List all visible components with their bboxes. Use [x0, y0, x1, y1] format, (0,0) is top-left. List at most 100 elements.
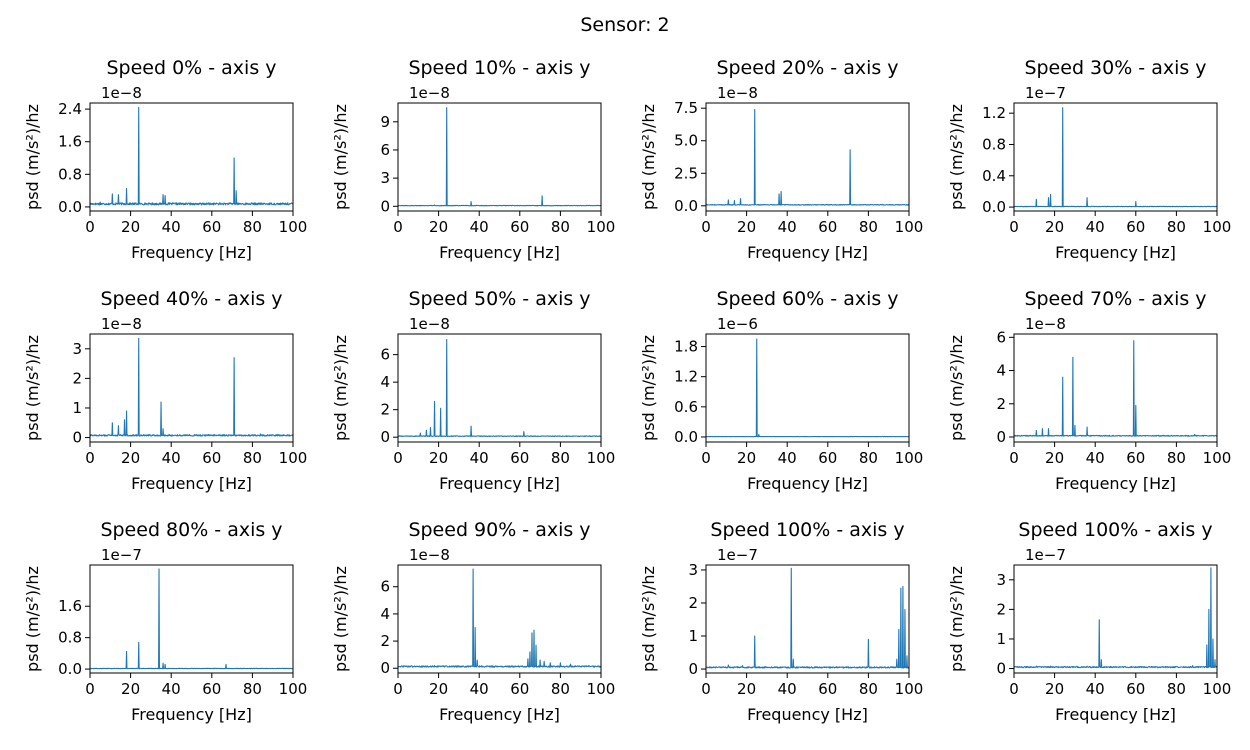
y-tick-label: 6 — [380, 346, 390, 364]
y-tick-label: 0 — [72, 429, 82, 447]
y-offset-text: 1e−8 — [409, 315, 450, 333]
y-tick-label: 4 — [996, 362, 1006, 380]
subplot-title: Speed 80% - axis y — [100, 519, 282, 541]
x-axis-label: Frequency [Hz] — [747, 243, 868, 262]
subplot-4: 0 20 40 60 80 100 0.0 0.4 0.8 1.2 Speed 30% - axis… — [947, 57, 1231, 262]
y-tick-label: 0.0 — [982, 198, 1006, 216]
axes-frame — [89, 564, 294, 674]
x-axis-label: Frequency [Hz] — [747, 474, 868, 493]
x-tick-label: 0 — [1009, 449, 1019, 467]
y-axis-label: psd (m/s²)/hz — [331, 566, 350, 672]
y-offset-text: 1e−8 — [101, 84, 142, 102]
subplot-7: 0 20 40 60 80 100 0.0 0.6 1.2 1.8 Speed 60% - axis… — [639, 288, 923, 493]
y-offset-text: 1e−8 — [717, 84, 758, 102]
x-tick-label: 40 — [162, 449, 181, 467]
axes-frame — [1013, 333, 1218, 443]
y-axis-label: psd (m/s²)/hz — [23, 335, 42, 441]
y-tick-label: 1 — [996, 630, 1006, 648]
x-tick-label: 40 — [1086, 449, 1105, 467]
psd-series-line — [397, 568, 602, 668]
y-tick-label: 3 — [380, 169, 390, 187]
y-tick-label: 2 — [996, 395, 1006, 413]
x-tick-label: 60 — [510, 680, 529, 698]
y-tick-label: 3 — [688, 561, 698, 579]
x-tick-label: 0 — [85, 218, 95, 236]
subplot-title: Speed 30% - axis y — [1024, 57, 1206, 79]
y-tick-label: 0.0 — [674, 197, 698, 215]
x-tick-label: 20 — [121, 449, 140, 467]
x-axis-label: Frequency [Hz] — [1055, 474, 1176, 493]
subplot-1: 0 20 40 60 80 100 0.0 0.8 1.6 2.4 Speed 0% - axis … — [23, 57, 307, 262]
subplot-title: Speed 20% - axis y — [716, 57, 898, 79]
x-tick-label: 100 — [587, 680, 616, 698]
y-axis-label: psd (m/s²)/hz — [947, 335, 966, 441]
x-tick-label: 80 — [1167, 218, 1186, 236]
subplot-title: Speed 40% - axis y — [100, 288, 282, 310]
x-tick-label: 20 — [737, 680, 756, 698]
x-tick-label: 20 — [1045, 449, 1064, 467]
y-axis-label: psd (m/s²)/hz — [331, 335, 350, 441]
y-tick-label: 0.4 — [982, 167, 1006, 185]
y-tick-label: 6 — [380, 578, 390, 596]
x-tick-label: 100 — [587, 449, 616, 467]
x-tick-label: 20 — [737, 449, 756, 467]
axes-frame — [397, 333, 602, 443]
x-tick-label: 60 — [510, 449, 529, 467]
axes-frame — [1013, 102, 1218, 212]
y-tick-label: 5.0 — [674, 132, 698, 150]
x-tick-label: 80 — [1167, 680, 1186, 698]
x-tick-label: 0 — [701, 449, 711, 467]
x-tick-label: 80 — [859, 449, 878, 467]
x-tick-label: 40 — [470, 680, 489, 698]
x-tick-label: 40 — [1086, 218, 1105, 236]
y-tick-label: 1 — [688, 627, 698, 645]
subplot-title: Speed 60% - axis y — [716, 288, 898, 310]
x-tick-label: 20 — [429, 449, 448, 467]
x-tick-label: 40 — [778, 449, 797, 467]
x-tick-label: 60 — [202, 218, 221, 236]
x-tick-label: 60 — [202, 449, 221, 467]
y-axis-label: psd (m/s²)/hz — [639, 566, 658, 672]
y-tick-label: 0.8 — [58, 165, 82, 183]
y-tick-label: 2 — [688, 594, 698, 612]
x-tick-label: 20 — [121, 680, 140, 698]
y-axis-label: psd (m/s²)/hz — [23, 104, 42, 210]
x-tick-label: 0 — [393, 449, 403, 467]
x-tick-label: 60 — [818, 218, 837, 236]
x-tick-label: 80 — [243, 218, 262, 236]
y-offset-text: 1e−8 — [101, 315, 142, 333]
x-tick-label: 80 — [859, 680, 878, 698]
x-tick-label: 0 — [393, 218, 403, 236]
x-axis-label: Frequency [Hz] — [131, 474, 252, 493]
subplot-title: Speed 90% - axis y — [408, 519, 590, 541]
y-tick-label: 4 — [380, 373, 390, 391]
x-tick-label: 80 — [551, 680, 570, 698]
x-tick-label: 40 — [162, 680, 181, 698]
axes-frame — [705, 333, 910, 443]
y-axis-label: psd (m/s²)/hz — [639, 104, 658, 210]
x-axis-label: Frequency [Hz] — [439, 474, 560, 493]
x-axis-label: Frequency [Hz] — [131, 243, 252, 262]
x-tick-label: 80 — [551, 449, 570, 467]
y-tick-label: 0 — [688, 660, 698, 678]
y-axis-label: psd (m/s²)/hz — [331, 104, 350, 210]
psd-series-line — [397, 107, 602, 207]
x-tick-label: 0 — [85, 449, 95, 467]
psd-series-line — [89, 106, 294, 206]
psd-series-line — [397, 338, 602, 438]
y-tick-label: 0 — [380, 197, 390, 215]
x-axis-label: Frequency [Hz] — [747, 705, 868, 724]
y-tick-label: 2.5 — [674, 164, 698, 182]
x-tick-label: 100 — [1203, 218, 1232, 236]
y-tick-label: 0 — [380, 659, 390, 677]
x-tick-label: 80 — [859, 218, 878, 236]
x-tick-label: 60 — [510, 218, 529, 236]
y-offset-text: 1e−7 — [717, 546, 758, 564]
y-tick-label: 2 — [380, 401, 390, 419]
x-tick-label: 80 — [243, 680, 262, 698]
y-tick-label: 3 — [72, 340, 82, 358]
x-tick-label: 80 — [1167, 449, 1186, 467]
x-tick-label: 40 — [778, 218, 797, 236]
x-tick-label: 100 — [279, 449, 308, 467]
